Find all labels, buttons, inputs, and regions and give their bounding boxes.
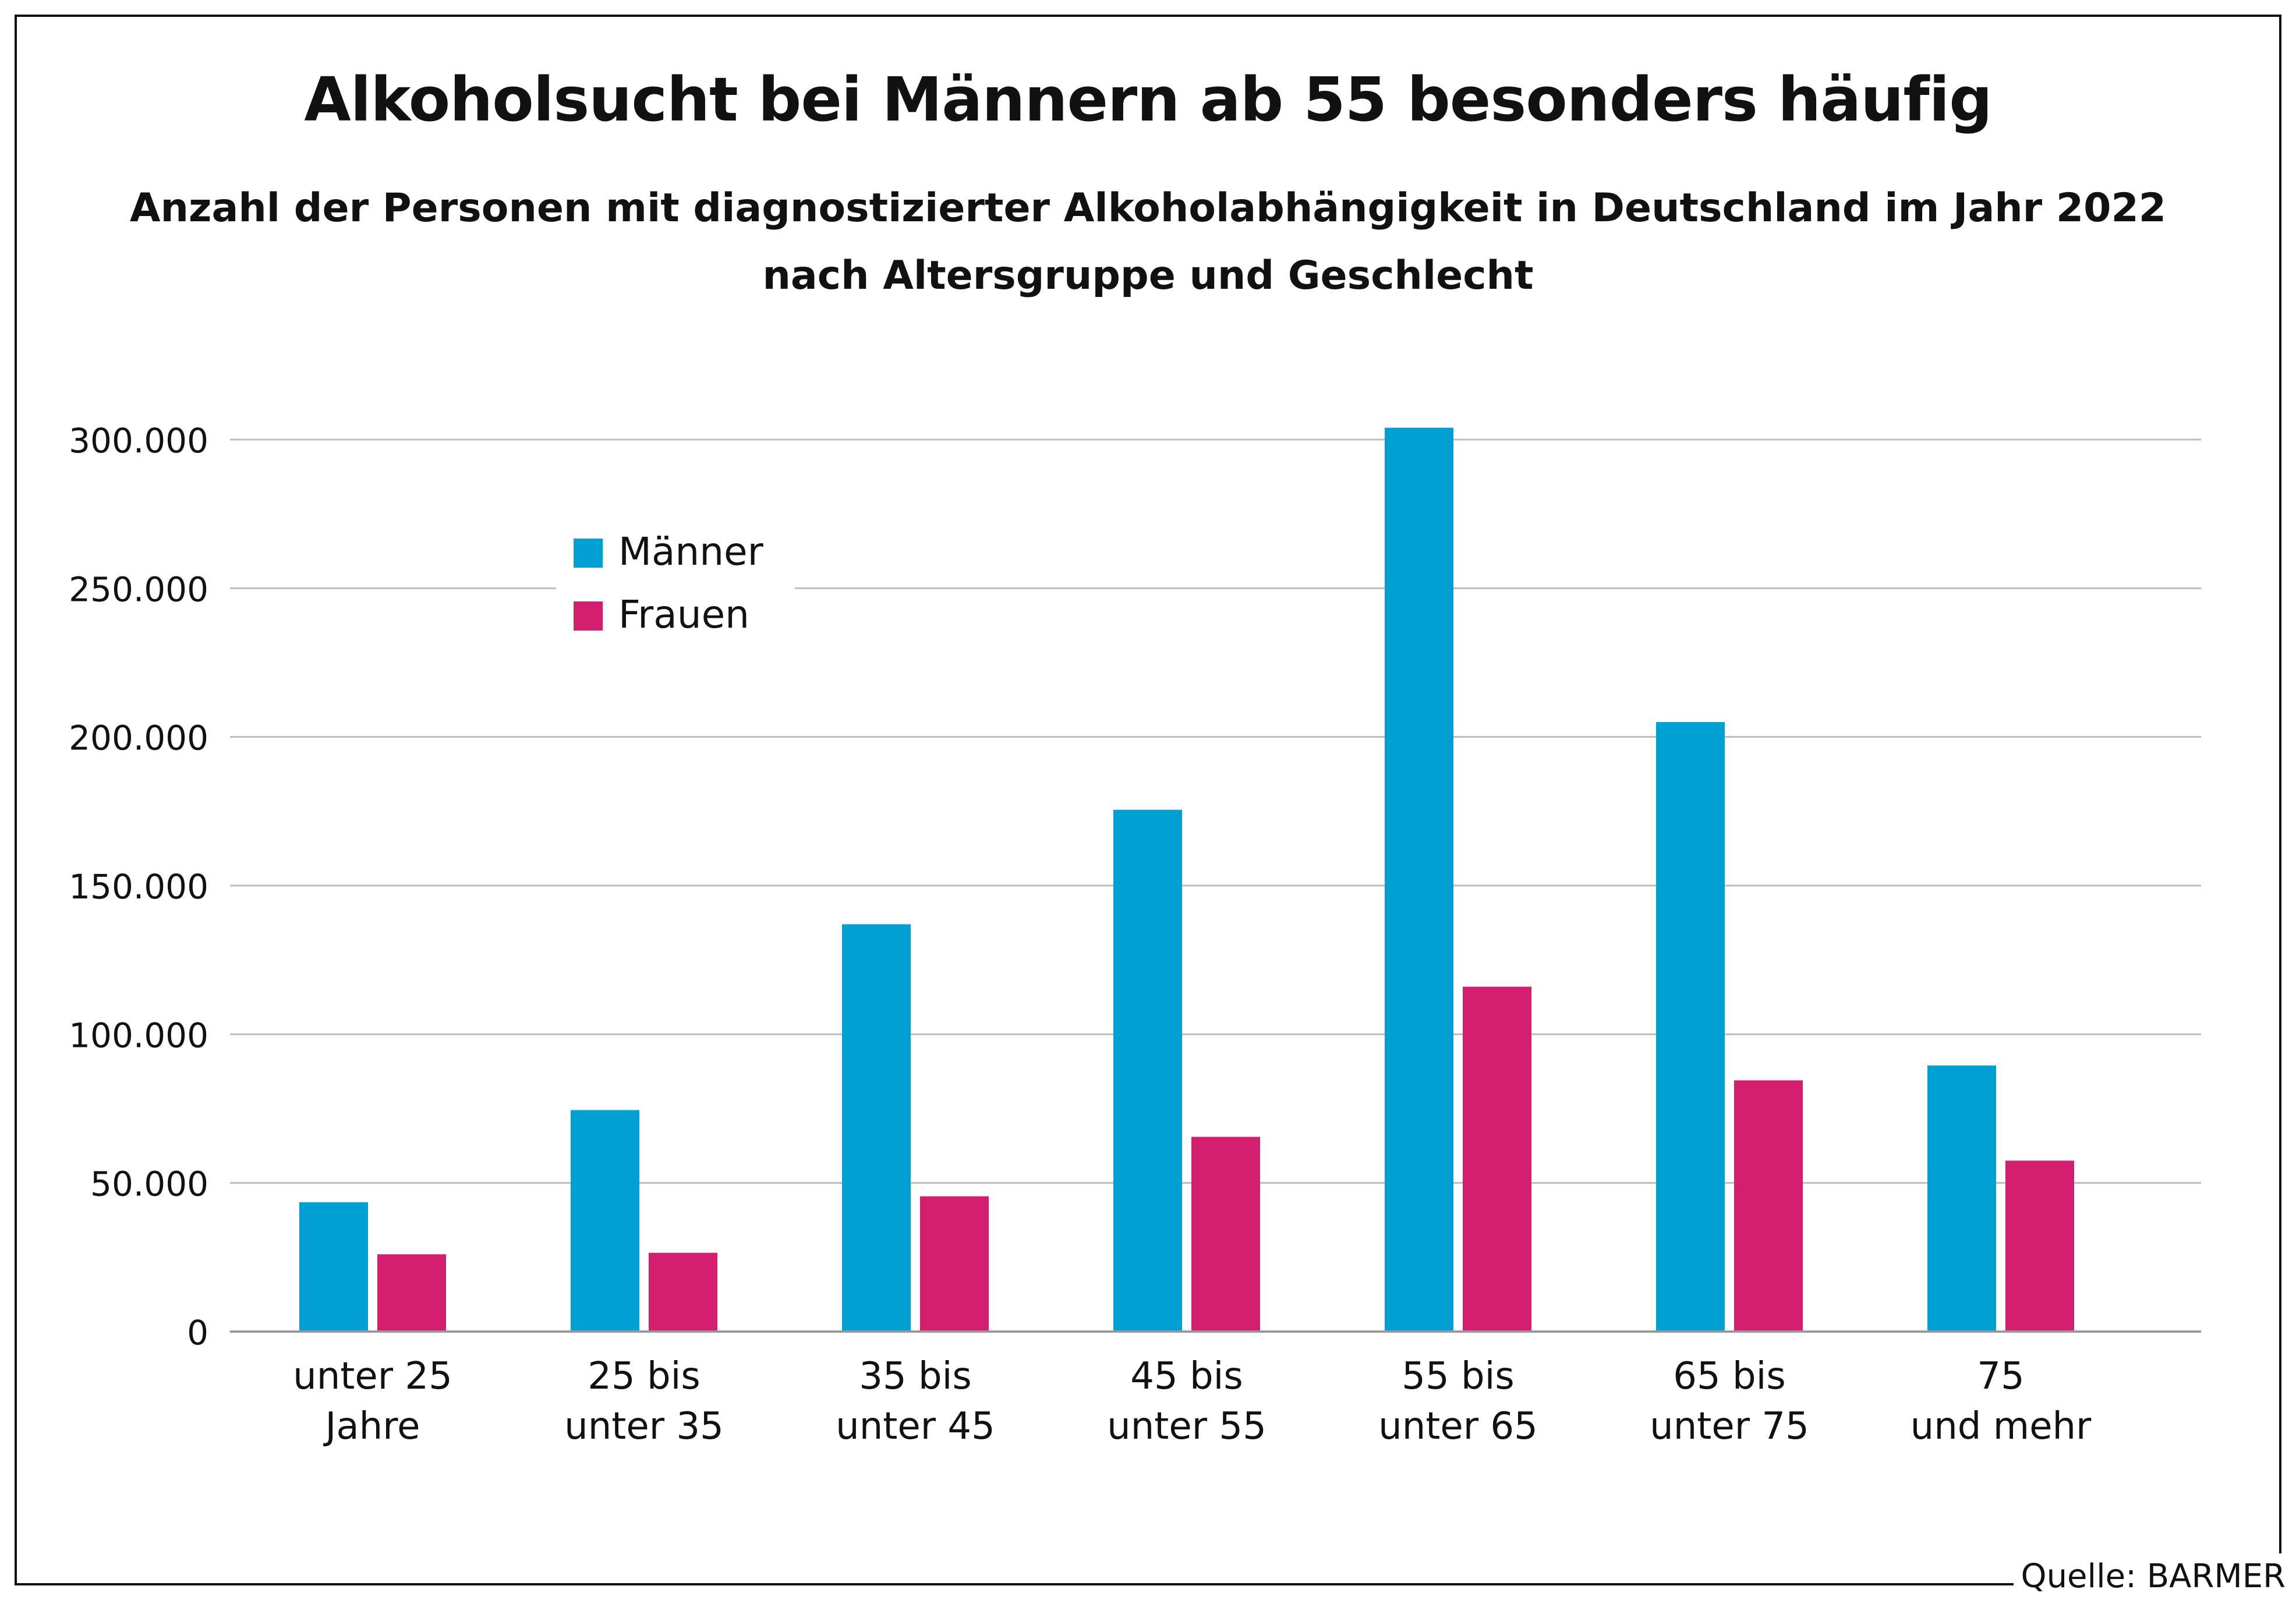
bar-frauen (2005, 1160, 2074, 1332)
y-tick-label: 0 (187, 1313, 208, 1353)
bar-maenner (1385, 427, 1453, 1332)
x-tick-label: 55 bis (1402, 1355, 1515, 1398)
bar-frauen (1734, 1080, 1803, 1332)
x-tick-label: 35 bis (859, 1355, 972, 1398)
bar-maenner (1656, 722, 1725, 1332)
bar-maenner (1113, 809, 1182, 1332)
chart-title: Alkoholsucht bei Männern ab 55 besonders… (304, 64, 1992, 135)
x-tick-label: unter 75 (1650, 1405, 1809, 1448)
chart-subtitle: Anzahl der Personen mit diagnostizierter… (0, 175, 2296, 310)
subtitle-line-1: Anzahl der Personen mit diagnostizierter… (129, 185, 2167, 231)
x-tick-label: 75 (1977, 1355, 2024, 1398)
subtitle-line-2: nach Altersgruppe und Geschlecht (762, 253, 1534, 299)
y-tick-label: 100.000 (69, 1015, 208, 1055)
bar-maenner (299, 1202, 368, 1332)
source-note: Quelle: BARMER (2014, 1553, 2286, 1600)
y-tick-label: 300.000 (69, 421, 208, 461)
bar-frauen (920, 1196, 989, 1332)
x-tick-label: 45 bis (1130, 1355, 1243, 1398)
legend-label: Frauen (618, 592, 749, 637)
bar-maenner (1927, 1065, 1996, 1332)
x-tick-label: unter 35 (564, 1405, 724, 1448)
bar-frauen (1463, 986, 1531, 1332)
x-tick-label: 25 bis (588, 1355, 701, 1398)
x-tick-label: unter 55 (1107, 1405, 1266, 1448)
bar-frauen (377, 1254, 446, 1332)
y-tick-label: 250.000 (69, 569, 208, 609)
bar-frauen (1191, 1137, 1260, 1332)
x-tick-label: Jahre (323, 1405, 420, 1448)
bar-frauen (649, 1252, 717, 1332)
bar-maenner (571, 1110, 639, 1332)
x-tick-label: und mehr (1911, 1405, 2092, 1448)
y-tick-label: 150.000 (69, 867, 208, 907)
y-tick-label: 200.000 (69, 718, 208, 758)
x-tick-label: unter 45 (836, 1405, 995, 1448)
legend-label: Männer (618, 529, 764, 574)
bar-maenner (842, 924, 911, 1332)
x-tick-label: unter 65 (1378, 1405, 1538, 1448)
legend-swatch (574, 601, 603, 631)
x-tick-label: 65 bis (1673, 1355, 1786, 1398)
y-tick-label: 50.000 (90, 1164, 208, 1204)
x-tick-label: unter 25 (293, 1355, 452, 1398)
legend-swatch (574, 539, 603, 568)
